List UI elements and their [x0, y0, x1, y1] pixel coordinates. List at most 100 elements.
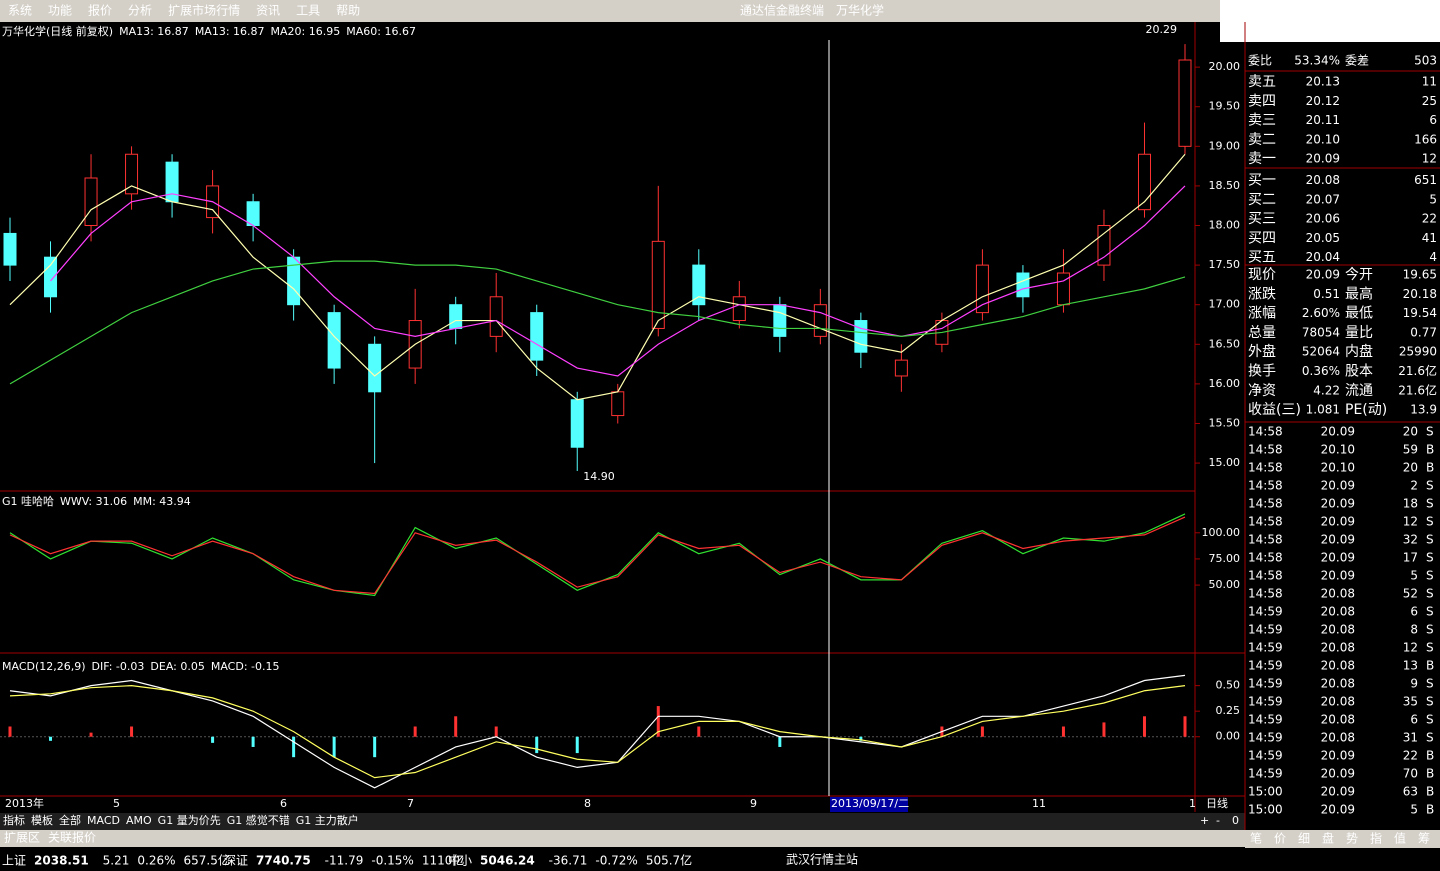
tick-flag: S [1426, 533, 1434, 547]
candle-body [44, 256, 58, 298]
app-title: 通达信金融终端 [740, 3, 824, 18]
side-tab[interactable]: 盘 [1322, 831, 1334, 846]
status-item: -0.72% [595, 854, 637, 868]
tick-flag: S [1426, 641, 1434, 655]
tick-price: 20.09 [1321, 425, 1355, 439]
tick-time: 14:58 [1248, 587, 1283, 601]
zoom-button[interactable]: + [1200, 814, 1209, 827]
tick-volume: 5 [1410, 803, 1418, 817]
tick-volume: 6 [1410, 605, 1418, 619]
x-label: 2013/09/17/二 [831, 797, 909, 810]
quote-label: 净资 [1248, 383, 1276, 399]
tick-volume: 20 [1403, 425, 1418, 439]
tick-volume: 18 [1403, 497, 1418, 511]
menu-item[interactable]: 分析 [128, 4, 152, 18]
tick-time: 14:59 [1248, 713, 1283, 727]
stock-name: 万华化学 [836, 3, 884, 18]
quote-value: 2.60% [1302, 306, 1340, 320]
side-tab[interactable]: 势 [1346, 832, 1358, 846]
quote-label: 流通 [1345, 383, 1373, 399]
tab[interactable]: 扩展区 [4, 831, 40, 845]
side-tab[interactable]: 笔 [1250, 831, 1262, 846]
menu-item[interactable]: 工具 [296, 4, 320, 18]
zoom-button[interactable]: - [1216, 814, 1220, 827]
status-item: 5046.24 [480, 854, 535, 868]
quote-value: 1.081 [1306, 403, 1340, 417]
legend-entry: MA60: 16.67 [346, 25, 416, 38]
indicator-line [9, 153, 1186, 401]
menu-bar [0, 0, 1220, 22]
tab[interactable]: 模板 [31, 813, 53, 827]
tab[interactable]: 指标 [3, 813, 25, 827]
quote-value: 19.54 [1403, 306, 1437, 320]
side-tab[interactable]: 值 [1394, 831, 1406, 846]
zoom-button[interactable]: 0 [1232, 814, 1239, 827]
tab[interactable]: G1 主力散户 [296, 813, 359, 827]
tab[interactable]: MACD [87, 814, 120, 827]
book-level: 卖五 [1248, 74, 1276, 90]
status-item: 深证 [224, 854, 248, 868]
tick-volume: 52 [1403, 587, 1418, 601]
menu-item[interactable]: 报价 [88, 3, 112, 18]
side-tab[interactable]: 价 [1274, 832, 1286, 846]
book-level: 卖一 [1248, 151, 1276, 167]
tab[interactable]: G1 感觉不错 [227, 813, 290, 827]
tick-flag: S [1426, 479, 1434, 493]
book-price: 20.11 [1306, 113, 1340, 127]
status-item: 7740.75 [256, 854, 311, 868]
tab[interactable]: AMO [126, 814, 152, 827]
tick-flag: S [1426, 713, 1434, 727]
menu-item[interactable]: 资讯 [256, 4, 280, 18]
min-label: 14.90 [583, 470, 615, 483]
menu-item[interactable]: 功能 [48, 4, 72, 18]
tick-volume: 6 [1410, 713, 1418, 727]
status-item: 505.7亿 [646, 853, 692, 868]
menu-item[interactable]: 扩展市场行情 [168, 3, 240, 18]
tick-price: 20.09 [1321, 515, 1355, 529]
status-item: 0.26% [137, 854, 175, 868]
candle-body [327, 312, 341, 369]
tick-price: 20.09 [1321, 533, 1355, 547]
tick-time: 14:58 [1248, 533, 1283, 547]
book-volume: 5 [1429, 192, 1437, 206]
tab[interactable]: 关联报价 [48, 830, 96, 845]
candle-body [530, 312, 544, 361]
status-item: 657.5亿 [184, 853, 230, 868]
book-price: 20.09 [1306, 152, 1340, 166]
tab[interactable]: G1 量为价先 [158, 814, 221, 827]
tab[interactable]: 全部 [59, 813, 81, 827]
y-tick-label: 20.00 [1209, 60, 1241, 73]
menu-item[interactable]: 帮助 [336, 4, 360, 18]
book-volume: 166 [1414, 132, 1437, 146]
side-tab[interactable]: 细 [1298, 832, 1310, 846]
tick-price: 20.08 [1321, 587, 1355, 601]
tick-price: 20.10 [1321, 461, 1355, 475]
legend-entry: DIF: -0.03 [92, 660, 145, 673]
logo-site: www.88gs.com [1300, 27, 1393, 40]
status-item: 2038.51 [34, 854, 89, 868]
side-tab[interactable]: 指 [1370, 831, 1382, 846]
tick-flag: S [1426, 515, 1434, 529]
menu-button[interactable]: 行 [1226, 4, 1238, 18]
tick-volume: 22 [1403, 749, 1418, 763]
tick-flag: B [1426, 443, 1434, 457]
legend-entry: DEA: 0.05 [150, 660, 204, 673]
quote-label: 最低 [1345, 306, 1373, 322]
menu-item[interactable]: 系统 [8, 4, 32, 18]
book-volume: 25 [1422, 94, 1437, 108]
server-name: 武汉行情主站 [786, 853, 858, 867]
y-tick-label: 50.00 [1209, 578, 1241, 591]
side-tab[interactable]: 筹 [1418, 832, 1430, 846]
indicator-line [9, 516, 1186, 595]
tick-flag: B [1426, 767, 1434, 781]
tick-time: 15:00 [1248, 785, 1283, 799]
candle-body [894, 359, 908, 377]
tick-flag: S [1426, 497, 1434, 511]
tick-price: 20.10 [1321, 443, 1355, 457]
tick-time: 14:59 [1248, 605, 1283, 619]
book-level: 买四 [1248, 230, 1276, 246]
status-item: 中小 [448, 853, 472, 868]
tick-volume: 12 [1403, 641, 1418, 655]
book-price: 20.13 [1306, 75, 1340, 89]
